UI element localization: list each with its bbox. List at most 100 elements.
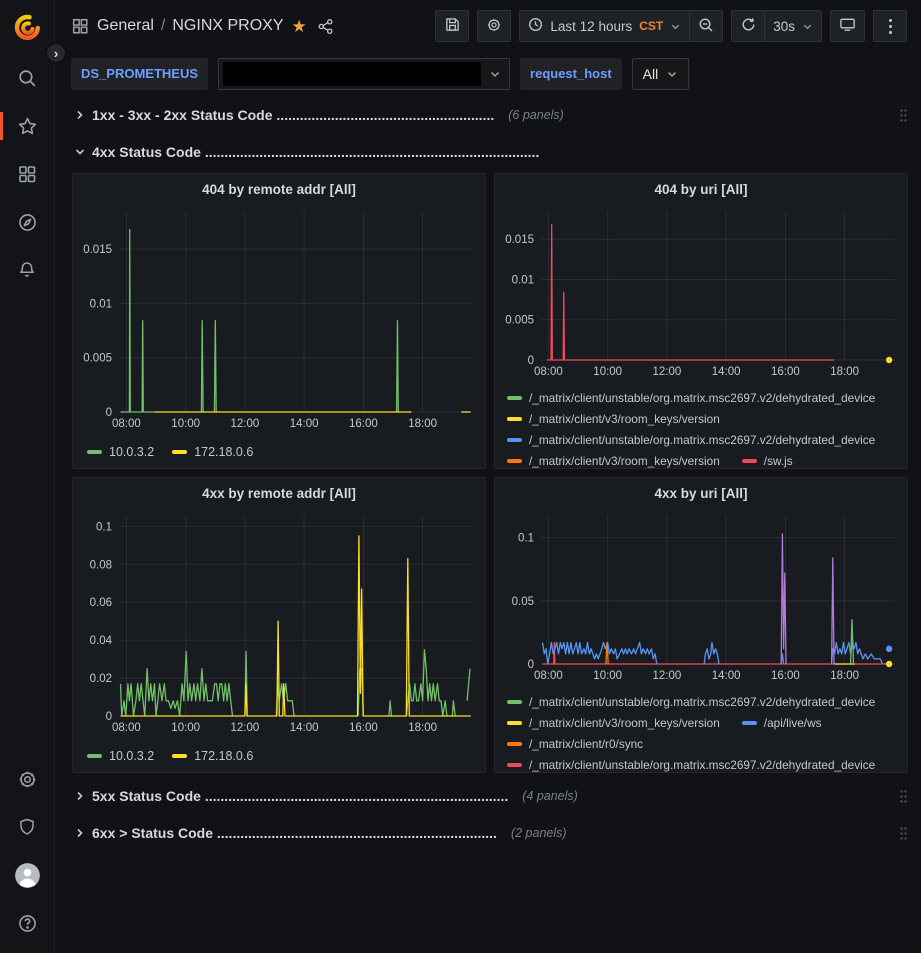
- row-header-4xx[interactable]: 4xx Status Code ........................…: [72, 138, 908, 166]
- row-drag-handle[interactable]: [899, 826, 908, 841]
- panel-legend: /_matrix/client/unstable/org.matrix.msc2…: [495, 689, 907, 772]
- redacted-value: [223, 61, 482, 86]
- sidebar-item-starred[interactable]: [0, 102, 55, 150]
- breadcrumb-section[interactable]: General: [97, 17, 154, 34]
- panel-title[interactable]: 404 by remote addr [All]: [202, 181, 356, 197]
- row-header-6xx[interactable]: 6xx > Status Code ......................…: [72, 819, 908, 847]
- legend-swatch: [87, 753, 102, 758]
- breadcrumb: General / NGINX PROXY: [97, 17, 284, 35]
- svg-text:0.1: 0.1: [518, 533, 534, 545]
- legend-item[interactable]: 10.0.3.2: [87, 745, 154, 766]
- chart-svg: 0 0.05 0.1 08:00 10:00 12:00 14:00 16:00 18:00: [512, 515, 895, 682]
- sidebar-item-explore[interactable]: [0, 198, 55, 246]
- svg-text:10:00: 10:00: [593, 366, 622, 378]
- more-options-button[interactable]: [873, 10, 907, 42]
- refresh-interval-picker[interactable]: 30s: [764, 10, 822, 42]
- svg-text:14:00: 14:00: [712, 670, 741, 682]
- compass-icon: [17, 212, 38, 233]
- breadcrumb-dashboard-title[interactable]: NGINX PROXY: [172, 17, 284, 34]
- chevron-down-icon: [72, 146, 88, 158]
- refresh-interval-label: 30s: [773, 18, 795, 34]
- svg-text:18:00: 18:00: [408, 418, 437, 430]
- sidebar-expand-button[interactable]: ›: [45, 42, 67, 64]
- svg-text:08:00: 08:00: [112, 418, 141, 430]
- legend-swatch: [507, 416, 522, 421]
- save-dashboard-button[interactable]: [435, 10, 470, 42]
- panel-title[interactable]: 404 by uri [All]: [654, 181, 748, 197]
- svg-text:0.005: 0.005: [505, 315, 534, 327]
- bell-icon: [17, 260, 37, 280]
- share-icon[interactable]: [317, 18, 334, 35]
- svg-text:0.015: 0.015: [83, 244, 112, 256]
- svg-text:0.02: 0.02: [90, 673, 112, 685]
- legend-item[interactable]: /_matrix/client/v3/room_keys/version: [507, 408, 720, 429]
- sidebar-item-search[interactable]: [0, 54, 55, 102]
- svg-text:08:00: 08:00: [112, 722, 141, 734]
- legend-item[interactable]: /api/live/ws: [741, 712, 822, 733]
- svg-text:16:00: 16:00: [349, 722, 378, 734]
- svg-text:08:00: 08:00: [534, 670, 563, 682]
- time-series-plot[interactable]: 0 0.005 0.01 0.015 08:00 10:00 12:00 14:00 16:00…: [495, 204, 907, 385]
- dashboard-settings-button[interactable]: [477, 10, 512, 42]
- legend-item[interactable]: /_matrix/client/unstable/org.matrix.msc2…: [507, 691, 875, 712]
- legend-label: /_matrix/client/unstable/org.matrix.msc2…: [529, 757, 876, 772]
- sidebar-item-help[interactable]: [0, 899, 55, 947]
- legend-item[interactable]: /_matrix/client/r0/sync: [507, 733, 643, 754]
- panel-title[interactable]: 4xx by uri [All]: [654, 485, 748, 501]
- favorite-star-icon[interactable]: ★: [291, 16, 307, 36]
- svg-text:0: 0: [106, 711, 112, 723]
- ds-prometheus-select[interactable]: [218, 57, 511, 90]
- zoom-out-time-button[interactable]: [689, 10, 724, 42]
- time-series-plot[interactable]: 0 0.02 0.04 0.06 0.08 0.1 08:00 10:00 12:00 14:00…: [73, 508, 485, 741]
- legend-label: 10.0.3.2: [109, 444, 155, 459]
- legend-label: /_matrix/client/r0/sync: [529, 736, 644, 751]
- svg-text:0.1: 0.1: [96, 521, 112, 533]
- sidebar-item-alerting[interactable]: [0, 246, 55, 294]
- legend-item[interactable]: 10.0.3.2: [87, 441, 154, 462]
- time-series-plot[interactable]: 0 0.005 0.01 0.015 08:00 10:00 12:00 14:00 16:00…: [73, 204, 485, 437]
- legend-item[interactable]: /_matrix/client/unstable/org.matrix.msc2…: [507, 387, 875, 408]
- legend-item[interactable]: 172.18.0.6: [172, 441, 253, 462]
- legend-label: /_matrix/client/unstable/org.matrix.msc2…: [529, 390, 876, 405]
- row-drag-handle[interactable]: [899, 108, 908, 123]
- legend-label: 10.0.3.2: [109, 748, 155, 763]
- legend-item[interactable]: /_matrix/client/v3/room_keys/version: [507, 450, 720, 468]
- svg-text:10:00: 10:00: [593, 670, 622, 682]
- dashboard-grid-icon[interactable]: [71, 17, 89, 35]
- panel-title[interactable]: 4xx by remote addr [All]: [202, 485, 356, 501]
- request-host-select[interactable]: All: [631, 57, 690, 90]
- legend-swatch: [741, 458, 757, 463]
- clock-icon: [528, 17, 543, 35]
- chevron-right-icon: [72, 827, 88, 839]
- panel-legend: 10.0.3.2 172.18.0.6: [73, 437, 485, 468]
- legend-item[interactable]: /_matrix/client/unstable/org.matrix.msc2…: [507, 754, 875, 772]
- request-host-value: All: [642, 65, 659, 82]
- svg-text:0.04: 0.04: [90, 635, 113, 647]
- refresh-icon: [741, 17, 756, 35]
- sidebar-item-dashboards[interactable]: [0, 150, 55, 198]
- sidebar-item-profile[interactable]: [0, 851, 55, 899]
- tv-mode-button[interactable]: [830, 10, 865, 42]
- grafana-logo[interactable]: [0, 0, 55, 54]
- svg-text:0.005: 0.005: [83, 353, 112, 365]
- legend-label: /_matrix/client/v3/room_keys/version: [529, 411, 720, 426]
- legend-item[interactable]: /_matrix/client/unstable/org.matrix.msc2…: [507, 429, 875, 450]
- row-header-5xx[interactable]: 5xx Status Code ........................…: [72, 782, 908, 810]
- svg-text:12:00: 12:00: [653, 670, 682, 682]
- time-range-picker[interactable]: Last 12 hours CST: [519, 10, 691, 42]
- search-icon: [17, 68, 38, 89]
- row-drag-handle[interactable]: [899, 789, 908, 804]
- main-area: General / NGINX PROXY ★: [55, 0, 921, 953]
- legend-label: /_matrix/client/unstable/org.matrix.msc2…: [529, 432, 876, 447]
- row-header-1xx-3xx-2xx[interactable]: 1xx - 3xx - 2xx Status Code ............…: [72, 101, 908, 129]
- row-panel-count: (2 panels): [510, 826, 567, 840]
- legend-item[interactable]: /_matrix/client/v3/room_keys/version: [507, 712, 720, 733]
- refresh-button[interactable]: [731, 10, 766, 42]
- legend-swatch: [507, 458, 522, 463]
- sidebar-item-configuration[interactable]: [0, 755, 55, 803]
- legend-item[interactable]: 172.18.0.6: [172, 745, 253, 766]
- time-series-plot[interactable]: 0 0.05 0.1 08:00 10:00 12:00 14:00 16:00 18:00: [495, 508, 907, 689]
- legend-item[interactable]: /sw.js: [741, 450, 793, 468]
- time-range-label: Last 12 hours: [550, 18, 633, 34]
- sidebar-item-server-admin[interactable]: [0, 803, 55, 851]
